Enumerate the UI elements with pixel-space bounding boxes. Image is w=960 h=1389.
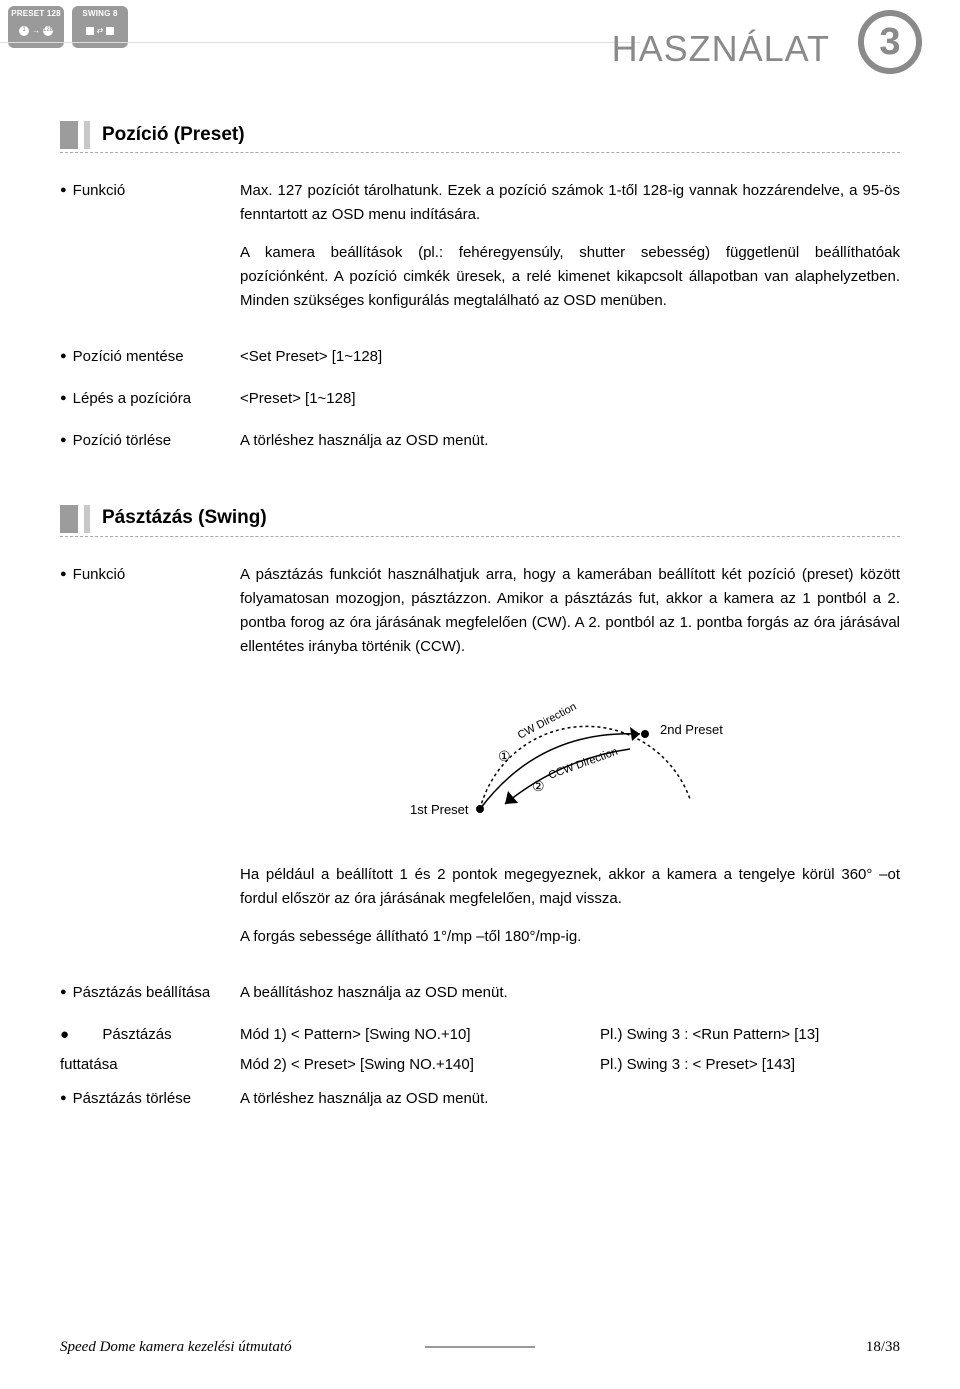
row-funkcio-1: Funkció Max. 127 pozíciót tárolhatunk. E…: [60, 179, 900, 327]
page-header: PRESET 128 1 → 128 SWING 8 ⇄ HASZNÁLAT 3: [0, 0, 960, 80]
row-funkcio-2: Funkció A pásztázás funkciót használhatj…: [60, 563, 900, 963]
label-del1: Pozíció törlése: [60, 429, 240, 453]
preset-badge-icon: 1 → 128: [8, 25, 64, 38]
label-ccw: CCW Direction: [547, 745, 619, 781]
run-r1: Pl.) Swing 3 : <Run Pattern> [13]: [600, 1023, 900, 1047]
page-footer: Speed Dome kamera kezelési útmutató 18/3…: [0, 1335, 960, 1359]
dot-preset2: [641, 730, 649, 738]
label-cw: CW Direction: [516, 700, 579, 741]
circ-2: ②: [532, 778, 545, 794]
circ-1: ①: [498, 748, 511, 764]
desc-goto: <Preset> [1~128]: [240, 387, 900, 411]
run-m1: Mód 1) < Pattern> [Swing NO.+10]: [240, 1023, 600, 1047]
row-goto: Lépés a pozícióra <Preset> [1~128]: [60, 387, 900, 411]
head-bar-1b: [60, 505, 78, 533]
section-preset-head: Pozíció (Preset): [60, 120, 900, 153]
desc-save: <Set Preset> [1~128]: [240, 345, 900, 369]
row-set: Pásztázás beállítása A beállításhoz hasz…: [60, 981, 900, 1005]
label-preset1: 1st Preset: [410, 802, 469, 817]
badge-dot-1: 1: [19, 26, 29, 36]
run-row-1: ● Pásztázás Mód 1) < Pattern> [Swing NO.…: [60, 1023, 900, 1047]
label-funkcio-2: Funkció: [60, 563, 240, 963]
chapter-number: 3: [858, 10, 922, 74]
footer-title: Speed Dome kamera kezelési útmutató: [60, 1335, 292, 1359]
badge-swap: ⇄: [97, 25, 104, 38]
desc-del2: A törléshez használja az OSD menüt.: [240, 1087, 900, 1111]
label-goto: Lépés a pozícióra: [60, 387, 240, 411]
desc-funkcio-1: Max. 127 pozíciót tárolhatunk. Ezek a po…: [240, 179, 900, 327]
section-swing-title: Pásztázás (Swing): [102, 503, 267, 533]
run-m2: Mód 2) < Preset> [Swing NO.+140]: [240, 1053, 600, 1077]
run-row-2: futtatása Mód 2) < Preset> [Swing NO.+14…: [60, 1053, 900, 1077]
funk2-p2: Ha például a beállított 1 és 2 pontok me…: [240, 863, 900, 911]
row-del2: Pásztázás törlése A törléshez használja …: [60, 1087, 900, 1111]
page-content: Pozíció (Preset) Funkció Max. 127 pozíci…: [0, 80, 960, 1111]
head-bar-1: [60, 121, 78, 149]
run-label-2: futtatása: [60, 1053, 240, 1077]
desc-set: A beállításhoz használja az OSD menüt.: [240, 981, 900, 1005]
label-del2: Pásztázás törlése: [60, 1087, 240, 1111]
row-save: Pozíció mentése <Set Preset> [1~128]: [60, 345, 900, 369]
run-label-1: ● Pásztázás: [60, 1023, 240, 1047]
dot-preset1: [476, 805, 484, 813]
row-del1: Pozíció törlése A törléshez használja az…: [60, 429, 900, 453]
desc-del1: A törléshez használja az OSD menüt.: [240, 429, 900, 453]
label-save: Pozíció mentése: [60, 345, 240, 369]
run-label-1-txt: Pásztázás: [102, 1026, 171, 1043]
row-run: ● Pásztázás Mód 1) < Pattern> [Swing NO.…: [60, 1023, 900, 1077]
swing-badge-label: SWING 8: [72, 8, 128, 21]
funk1-p1: Max. 127 pozíciót tárolhatunk. Ezek a po…: [240, 179, 900, 227]
label-set-text: Pásztázás beállítása: [60, 984, 210, 1001]
page-title: HASZNÁLAT: [612, 20, 830, 78]
badge-sq-1: [86, 27, 94, 35]
swing-diagram: 1st Preset 2nd Preset CW Direction CCW D…: [240, 679, 900, 837]
arrow-ccw: [505, 791, 518, 804]
swing-diagram-svg: 1st Preset 2nd Preset CW Direction CCW D…: [360, 679, 780, 829]
label-preset2: 2nd Preset: [660, 722, 723, 737]
desc-funkcio-2: A pásztázás funkciót használhatjuk arra,…: [240, 563, 900, 963]
badge-sq-2: [106, 27, 114, 35]
head-bar-2b: [84, 505, 90, 533]
section-preset-title: Pozíció (Preset): [102, 120, 245, 150]
badge-dot-128: 128: [43, 26, 53, 36]
swing-badge-icon: ⇄: [72, 25, 128, 38]
funk1-p2: A kamera beállítások (pl.: fehéregyensúl…: [240, 241, 900, 313]
footer-divider: [425, 1346, 535, 1348]
head-bar-2: [84, 121, 90, 149]
run-r2: Pl.) Swing 3 : < Preset> [143]: [600, 1053, 900, 1077]
badge-arrow: →: [32, 25, 40, 38]
preset-badge-label: PRESET 128: [8, 8, 64, 21]
funk2-p1: A pásztázás funkciót használhatjuk arra,…: [240, 563, 900, 659]
footer-page: 18/38: [866, 1335, 900, 1359]
label-set: Pásztázás beállítása: [60, 981, 240, 1005]
header-divider: [0, 42, 640, 43]
label-funkcio: Funkció: [60, 179, 240, 327]
funk2-p3: A forgás sebessége állítható 1°/mp –től …: [240, 925, 900, 949]
section-swing-head: Pásztázás (Swing): [60, 503, 900, 536]
